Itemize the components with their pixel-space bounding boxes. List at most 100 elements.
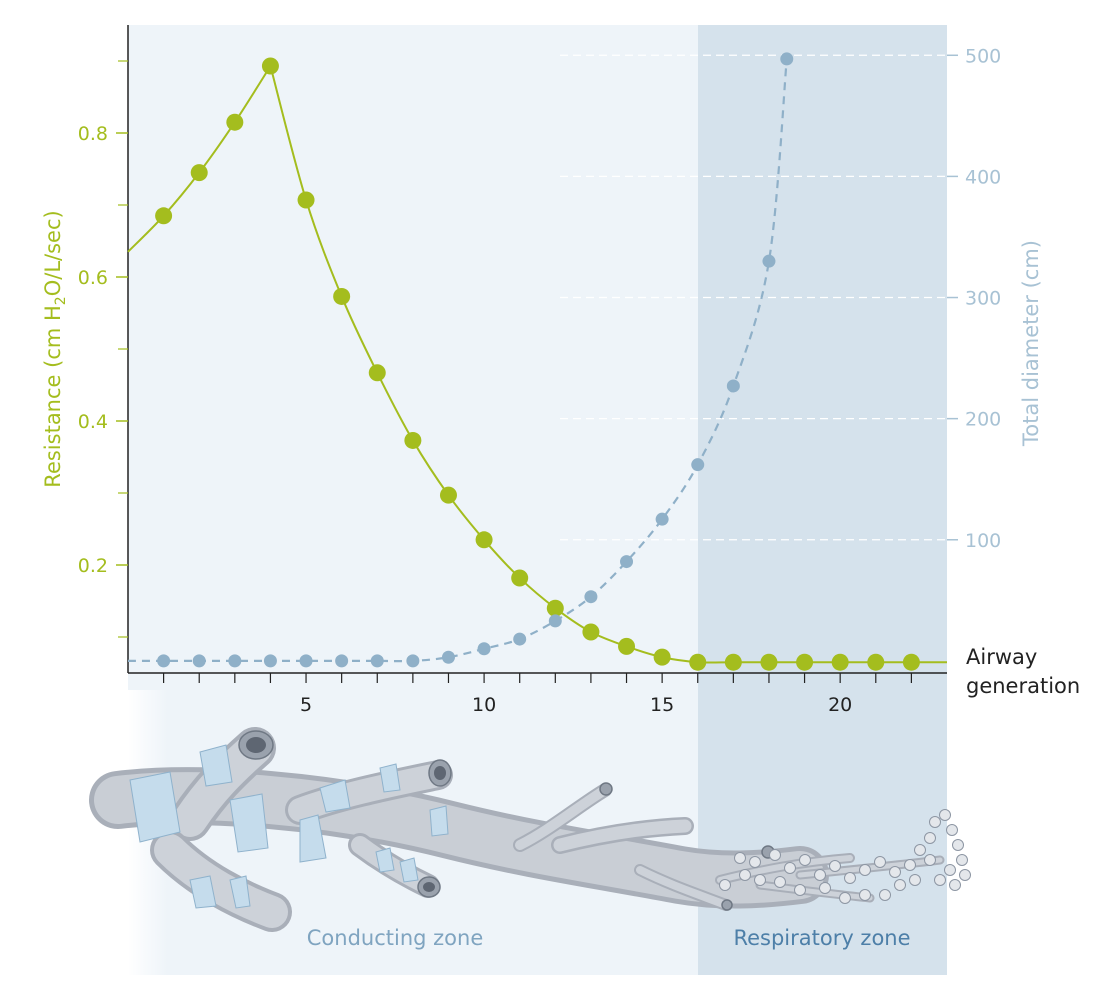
data-point-left [546,599,564,617]
left-tick-label: 0.6 [78,267,108,289]
alveolus [959,869,971,881]
alveolus [904,859,916,871]
alveolus [769,849,781,861]
data-point-left [831,653,849,671]
left-axis-ticks: 0.2 0.4 0.6 0.8 [78,60,128,638]
alveolus [929,816,941,828]
data-point-right [584,590,598,604]
data-point-left [368,364,386,382]
alveolus [914,844,926,856]
alveolus [784,862,796,874]
data-point-right [513,632,527,646]
alveolus [719,879,731,891]
alveolus [879,889,891,901]
alveolus [814,869,826,881]
data-point-right [335,654,349,668]
data-point-right [620,555,634,569]
data-point-right [655,512,669,526]
data-point-left [689,653,707,671]
alveolus [949,879,961,891]
left-tick-label: 0.2 [78,555,108,577]
alveolus [844,872,856,884]
left-axis-label: Resistance (cm H2O/L/sec) [41,210,69,487]
data-point-left [618,637,636,655]
alveolus [794,884,806,896]
right-axis-label: Total diameter (cm) [1019,240,1043,447]
data-point-left [155,207,173,225]
data-point-left [404,431,422,449]
alveolus [734,852,746,864]
right-axis-ticks: 100 200 300 400 500 [947,45,1001,552]
x-tick-label: 10 [472,694,496,716]
alveolus [774,876,786,888]
data-point-right [370,654,384,668]
alveolus [952,839,964,851]
alveolus [739,869,751,881]
data-point-left [724,653,742,671]
data-point-left [760,653,778,671]
alveolus [829,860,841,872]
x-tick-label: 15 [650,694,674,716]
alveolus [889,866,901,878]
alveolus [939,809,951,821]
data-point-left [582,623,600,641]
left-tick-label: 0.4 [78,411,108,433]
data-point-right [780,52,794,66]
alveolus [749,856,761,868]
alveolus [924,832,936,844]
data-point-left [297,191,315,209]
data-point-right [192,654,206,668]
data-point-left [902,653,920,671]
right-tick-label: 200 [965,409,1001,431]
right-tick-label: 400 [965,166,1001,188]
alveolus [946,824,958,836]
data-point-right [726,379,740,393]
alveolus [956,854,968,866]
data-point-right [406,654,420,668]
airway-tree-illustration [89,727,971,932]
data-point-left [261,57,279,75]
series-line-right [127,58,788,663]
alveolus [839,892,851,904]
x-axis-ticks: 5 10 15 20 [163,673,912,716]
respiratory-zone-label: Respiratory zone [733,926,910,950]
right-tick-label: 500 [965,45,1001,67]
data-point-right [228,654,242,668]
x-tick-label: 5 [300,694,312,716]
alveolus [934,874,946,886]
data-point-right [691,458,705,472]
alveolus [909,874,921,886]
conducting-zone-label: Conducting zone [307,926,484,950]
alveolus [819,882,831,894]
x-tick-label: 20 [828,694,852,716]
respiratory-zone-background [698,25,947,975]
right-tick-label: 300 [965,288,1001,310]
data-point-left [511,569,529,587]
data-point-left [796,653,814,671]
data-point-right [299,654,313,668]
data-point-right [157,654,171,668]
alveolus [894,879,906,891]
data-point-left [190,164,208,182]
alveolus [799,854,811,866]
data-point-left [475,531,493,549]
alveolus [859,864,871,876]
right-tick-label: 100 [965,530,1001,552]
left-tick-label: 0.8 [78,123,108,145]
alveolus [859,889,871,901]
alveolus [754,874,766,886]
x-axis-label: Airway generation [966,645,1080,698]
data-point-left [653,648,671,666]
alveolus [874,856,886,868]
alveolus [924,854,936,866]
data-point-right [477,642,491,656]
data-point-right [548,614,562,628]
series-layer [127,52,947,671]
alveolus [944,864,956,876]
data-point-left [333,287,351,305]
data-point-right [441,650,455,664]
data-point-right [263,654,277,668]
data-point-left [867,653,885,671]
data-point-left [226,113,244,131]
